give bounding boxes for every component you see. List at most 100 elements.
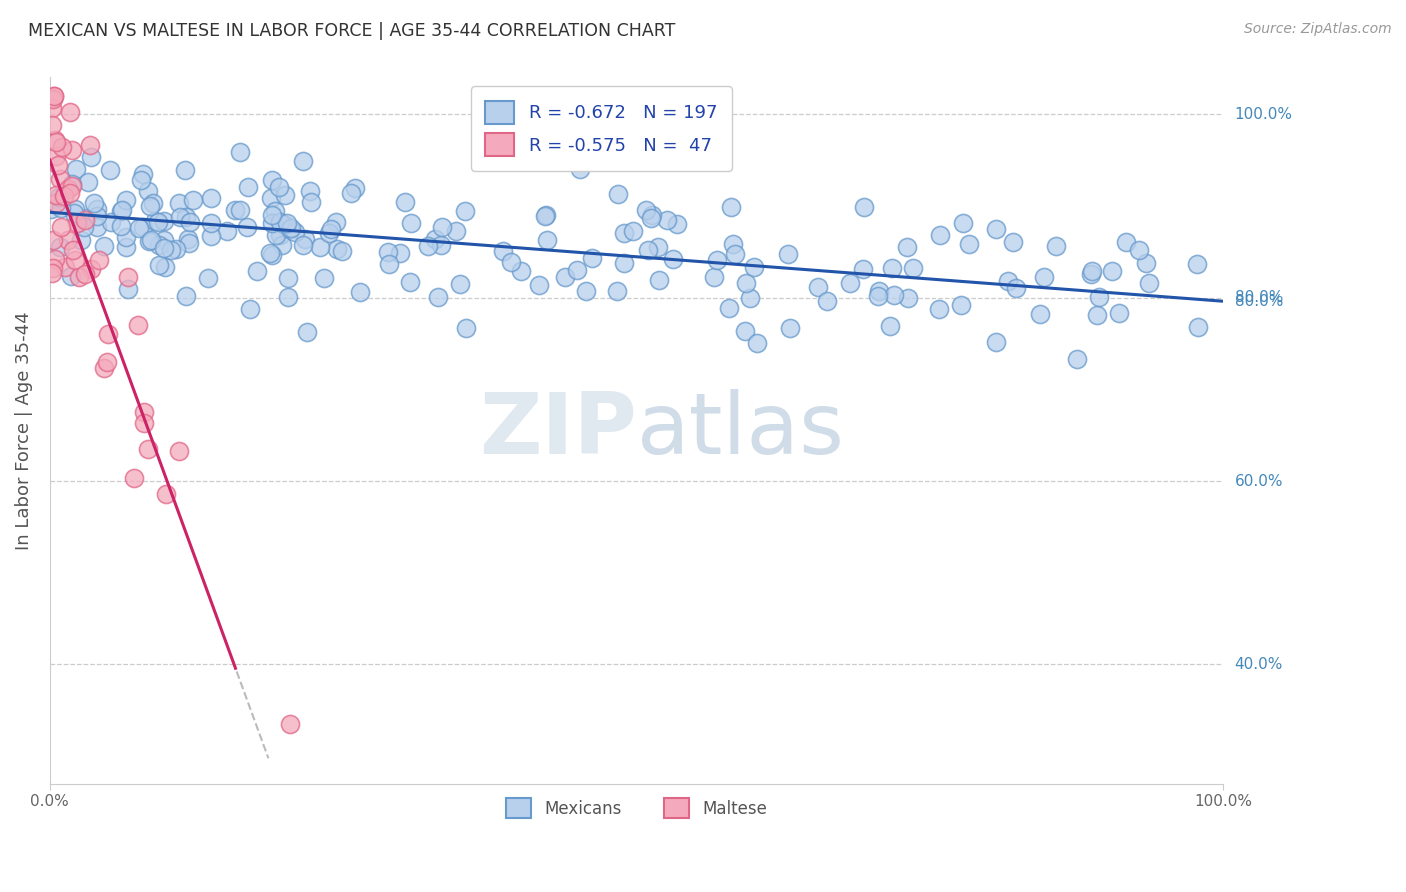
Point <box>1032 269 1054 284</box>
Point <box>738 291 761 305</box>
Point <box>98 163 121 178</box>
Text: 80.0%: 80.0% <box>1234 290 1282 305</box>
Point <box>44 133 66 147</box>
Point <box>1137 277 1160 291</box>
Point <box>66 216 89 230</box>
Text: ZIP: ZIP <box>479 389 637 472</box>
Point <box>51 220 73 235</box>
Point <box>606 284 628 298</box>
Point <box>984 334 1007 349</box>
Point <box>62 244 84 258</box>
Point <box>718 301 741 315</box>
Point <box>318 226 340 240</box>
Point <box>815 293 838 308</box>
Point <box>634 202 657 217</box>
Point <box>454 204 477 219</box>
Point <box>724 246 747 260</box>
Point <box>284 226 307 240</box>
Point <box>1101 264 1123 278</box>
Point <box>534 208 557 222</box>
Point <box>510 264 533 278</box>
Point <box>706 253 728 268</box>
Point <box>778 247 800 261</box>
Point <box>291 154 314 169</box>
Point <box>160 243 183 257</box>
Point <box>169 196 191 211</box>
Point <box>60 178 83 193</box>
Point <box>529 277 551 292</box>
Point <box>100 215 122 229</box>
Point <box>45 187 67 202</box>
Point <box>229 203 252 218</box>
Point <box>183 193 205 207</box>
Point <box>200 229 222 244</box>
Point <box>132 220 155 235</box>
Point <box>73 213 96 227</box>
Point <box>394 194 416 209</box>
Point <box>1045 239 1067 253</box>
Point <box>63 202 86 216</box>
Point <box>152 214 174 228</box>
Point <box>139 199 162 213</box>
Point <box>93 239 115 253</box>
Text: MEXICAN VS MALTESE IN LABOR FORCE | AGE 35-44 CORRELATION CHART: MEXICAN VS MALTESE IN LABOR FORCE | AGE … <box>28 22 675 40</box>
Point <box>70 233 93 247</box>
Point <box>1029 307 1052 321</box>
Point <box>83 195 105 210</box>
Point <box>554 269 576 284</box>
Point <box>314 271 336 285</box>
Point <box>779 320 801 334</box>
Point <box>868 285 890 299</box>
Point <box>132 416 155 430</box>
Point <box>665 217 688 231</box>
Point <box>153 241 176 255</box>
Point <box>456 320 478 334</box>
Point <box>957 237 980 252</box>
Point <box>292 238 315 252</box>
Point <box>378 257 401 271</box>
Point <box>1187 320 1209 334</box>
Point <box>143 214 166 228</box>
Point <box>73 211 96 225</box>
Point <box>177 232 200 246</box>
Point <box>492 244 515 259</box>
Point <box>565 263 588 277</box>
Point <box>114 229 136 244</box>
Point <box>388 245 411 260</box>
Point <box>349 285 371 299</box>
Point <box>897 291 920 305</box>
Point <box>274 218 297 232</box>
Point <box>63 253 86 268</box>
Point <box>330 244 353 258</box>
Point <box>501 255 523 269</box>
Point <box>276 216 298 230</box>
Point <box>273 188 295 202</box>
Point <box>39 202 62 217</box>
Point <box>536 233 558 247</box>
Point <box>153 234 176 248</box>
Point <box>735 276 758 290</box>
Point <box>110 203 132 218</box>
Point <box>42 261 65 276</box>
Point <box>67 269 90 284</box>
Point <box>269 214 291 228</box>
Text: 40.0%: 40.0% <box>1234 657 1282 672</box>
Point <box>148 215 170 229</box>
Point <box>655 213 678 227</box>
Point <box>215 223 238 237</box>
Point <box>179 215 201 229</box>
Point <box>637 243 659 257</box>
Point <box>56 182 79 196</box>
Point <box>129 172 152 186</box>
Point <box>49 201 72 215</box>
Point <box>343 180 366 194</box>
Point <box>197 271 219 285</box>
Point <box>48 172 70 186</box>
Point <box>952 215 974 229</box>
Point <box>880 260 903 275</box>
Point <box>621 224 644 238</box>
Point <box>399 217 422 231</box>
Point <box>377 245 399 260</box>
Point <box>984 221 1007 235</box>
Point <box>298 184 321 198</box>
